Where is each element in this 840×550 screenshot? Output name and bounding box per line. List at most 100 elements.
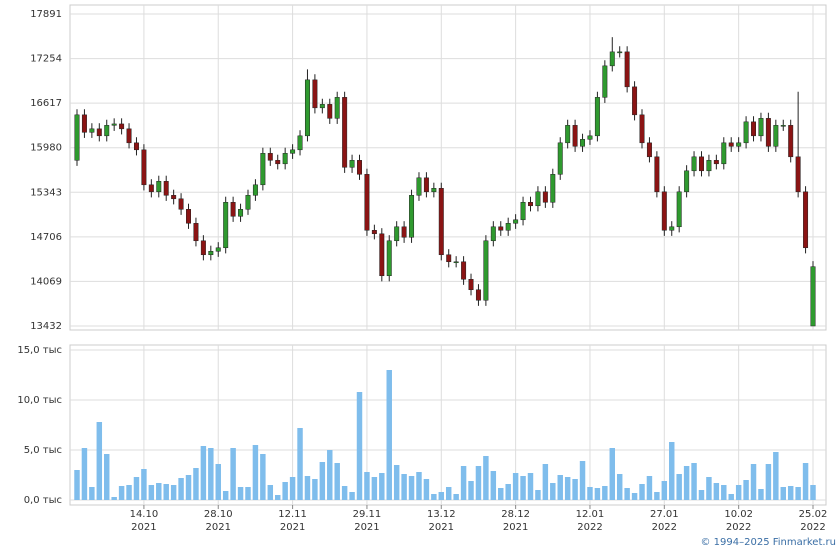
candle-body: [104, 125, 110, 137]
volume-bar: [431, 494, 437, 500]
candle-body: [446, 254, 452, 263]
volume-bar: [609, 448, 616, 500]
candle-body: [639, 114, 645, 144]
candle-body: [267, 153, 273, 161]
volume-bar: [520, 476, 526, 500]
candle-body: [200, 240, 206, 256]
x-tick-label: 2021: [503, 522, 528, 533]
candle-body: [691, 156, 697, 172]
candle-body: [111, 123, 117, 126]
candle-body: [409, 195, 415, 238]
x-tick-label: 29.11: [353, 509, 382, 520]
candle-body: [163, 181, 169, 196]
y-tick-label: 14069: [30, 276, 62, 287]
volume-bar: [89, 487, 95, 500]
candle-body: [96, 128, 102, 137]
candle-body: [349, 160, 355, 168]
x-tick-label: 2021: [280, 522, 305, 533]
volume-bar: [408, 476, 415, 500]
candle-body: [238, 209, 244, 217]
x-tick-label: 28.10: [204, 509, 233, 520]
candle-body: [572, 125, 578, 147]
candle-body: [542, 191, 548, 203]
x-tick-label: 2021: [131, 522, 156, 533]
volume-bar: [319, 462, 326, 500]
volume-bar: [602, 486, 608, 500]
volume-bar: [475, 466, 482, 500]
volume-bar: [646, 476, 653, 500]
volume-bar: [327, 450, 333, 500]
candle-body: [461, 261, 467, 280]
candle-body: [416, 177, 422, 196]
volume-bar: [802, 463, 809, 500]
volume-bar: [728, 494, 734, 500]
candle-body: [386, 240, 392, 277]
candle-body: [803, 191, 809, 249]
candle-body: [379, 233, 385, 277]
candle-body: [74, 114, 80, 161]
candle-body: [223, 202, 229, 249]
volume-bar: [550, 483, 556, 500]
candle-body: [557, 142, 563, 175]
volume-bar: [133, 477, 140, 500]
candle-body: [453, 261, 459, 264]
volume-bar: [371, 477, 378, 500]
volume-bar: [698, 490, 705, 500]
x-tick-label: 27.01: [650, 509, 679, 520]
candle-body: [520, 202, 526, 221]
candle-body: [178, 198, 184, 210]
volume-bar: [780, 487, 786, 500]
volume-bar: [289, 477, 296, 500]
candle-body: [327, 104, 333, 119]
volume-bar: [616, 474, 623, 500]
volume-bar: [215, 464, 221, 500]
candle-body: [438, 188, 444, 256]
candle-body: [193, 223, 199, 242]
volume-bar: [654, 492, 660, 500]
volume-bar: [683, 466, 690, 500]
y-tick-label: 15343: [30, 187, 62, 198]
candle-body: [550, 174, 556, 203]
volume-bar: [773, 452, 779, 500]
candle-body: [587, 135, 593, 140]
volume-bar: [669, 442, 675, 500]
y-tick-label: 15980: [30, 143, 62, 154]
volume-bar: [222, 491, 229, 500]
candle-body: [513, 219, 519, 224]
volume-bar: [542, 464, 549, 500]
x-tick-label: 2022: [726, 522, 751, 533]
volume-bar: [356, 392, 363, 500]
volume-bar: [178, 478, 184, 500]
candle-body: [602, 65, 608, 98]
candle-body: [431, 188, 437, 193]
volume-bar: [438, 492, 445, 500]
candle-body: [743, 121, 749, 144]
volume-bar: [721, 485, 727, 500]
volume-bar: [334, 463, 340, 500]
y-tick-label: 17254: [30, 54, 62, 65]
volume-bar: [237, 487, 244, 500]
candle-body: [304, 79, 310, 137]
candle-body: [721, 142, 727, 165]
volume-bar: [735, 485, 742, 500]
volume-bar: [245, 487, 251, 500]
volume-bar: [230, 448, 236, 500]
candle-body: [364, 174, 370, 231]
volume-bar: [274, 495, 281, 500]
volume-bar: [445, 487, 452, 500]
volume-bar: [423, 479, 430, 500]
candle-body: [148, 184, 154, 193]
candle-body: [780, 125, 786, 127]
candle-body: [342, 97, 348, 168]
volume-bar: [594, 488, 601, 500]
y-tick-label: 17891: [30, 9, 62, 20]
candle-body: [594, 97, 600, 137]
candle-body: [156, 181, 162, 193]
candle-body: [609, 51, 615, 67]
candle-body: [89, 128, 95, 133]
x-tick-label: 14.10: [130, 509, 159, 520]
volume-bar: [74, 470, 80, 500]
y-tick-label: 16617: [30, 98, 62, 109]
volume-bar: [527, 473, 534, 500]
x-tick-label: 28.12: [501, 509, 530, 520]
